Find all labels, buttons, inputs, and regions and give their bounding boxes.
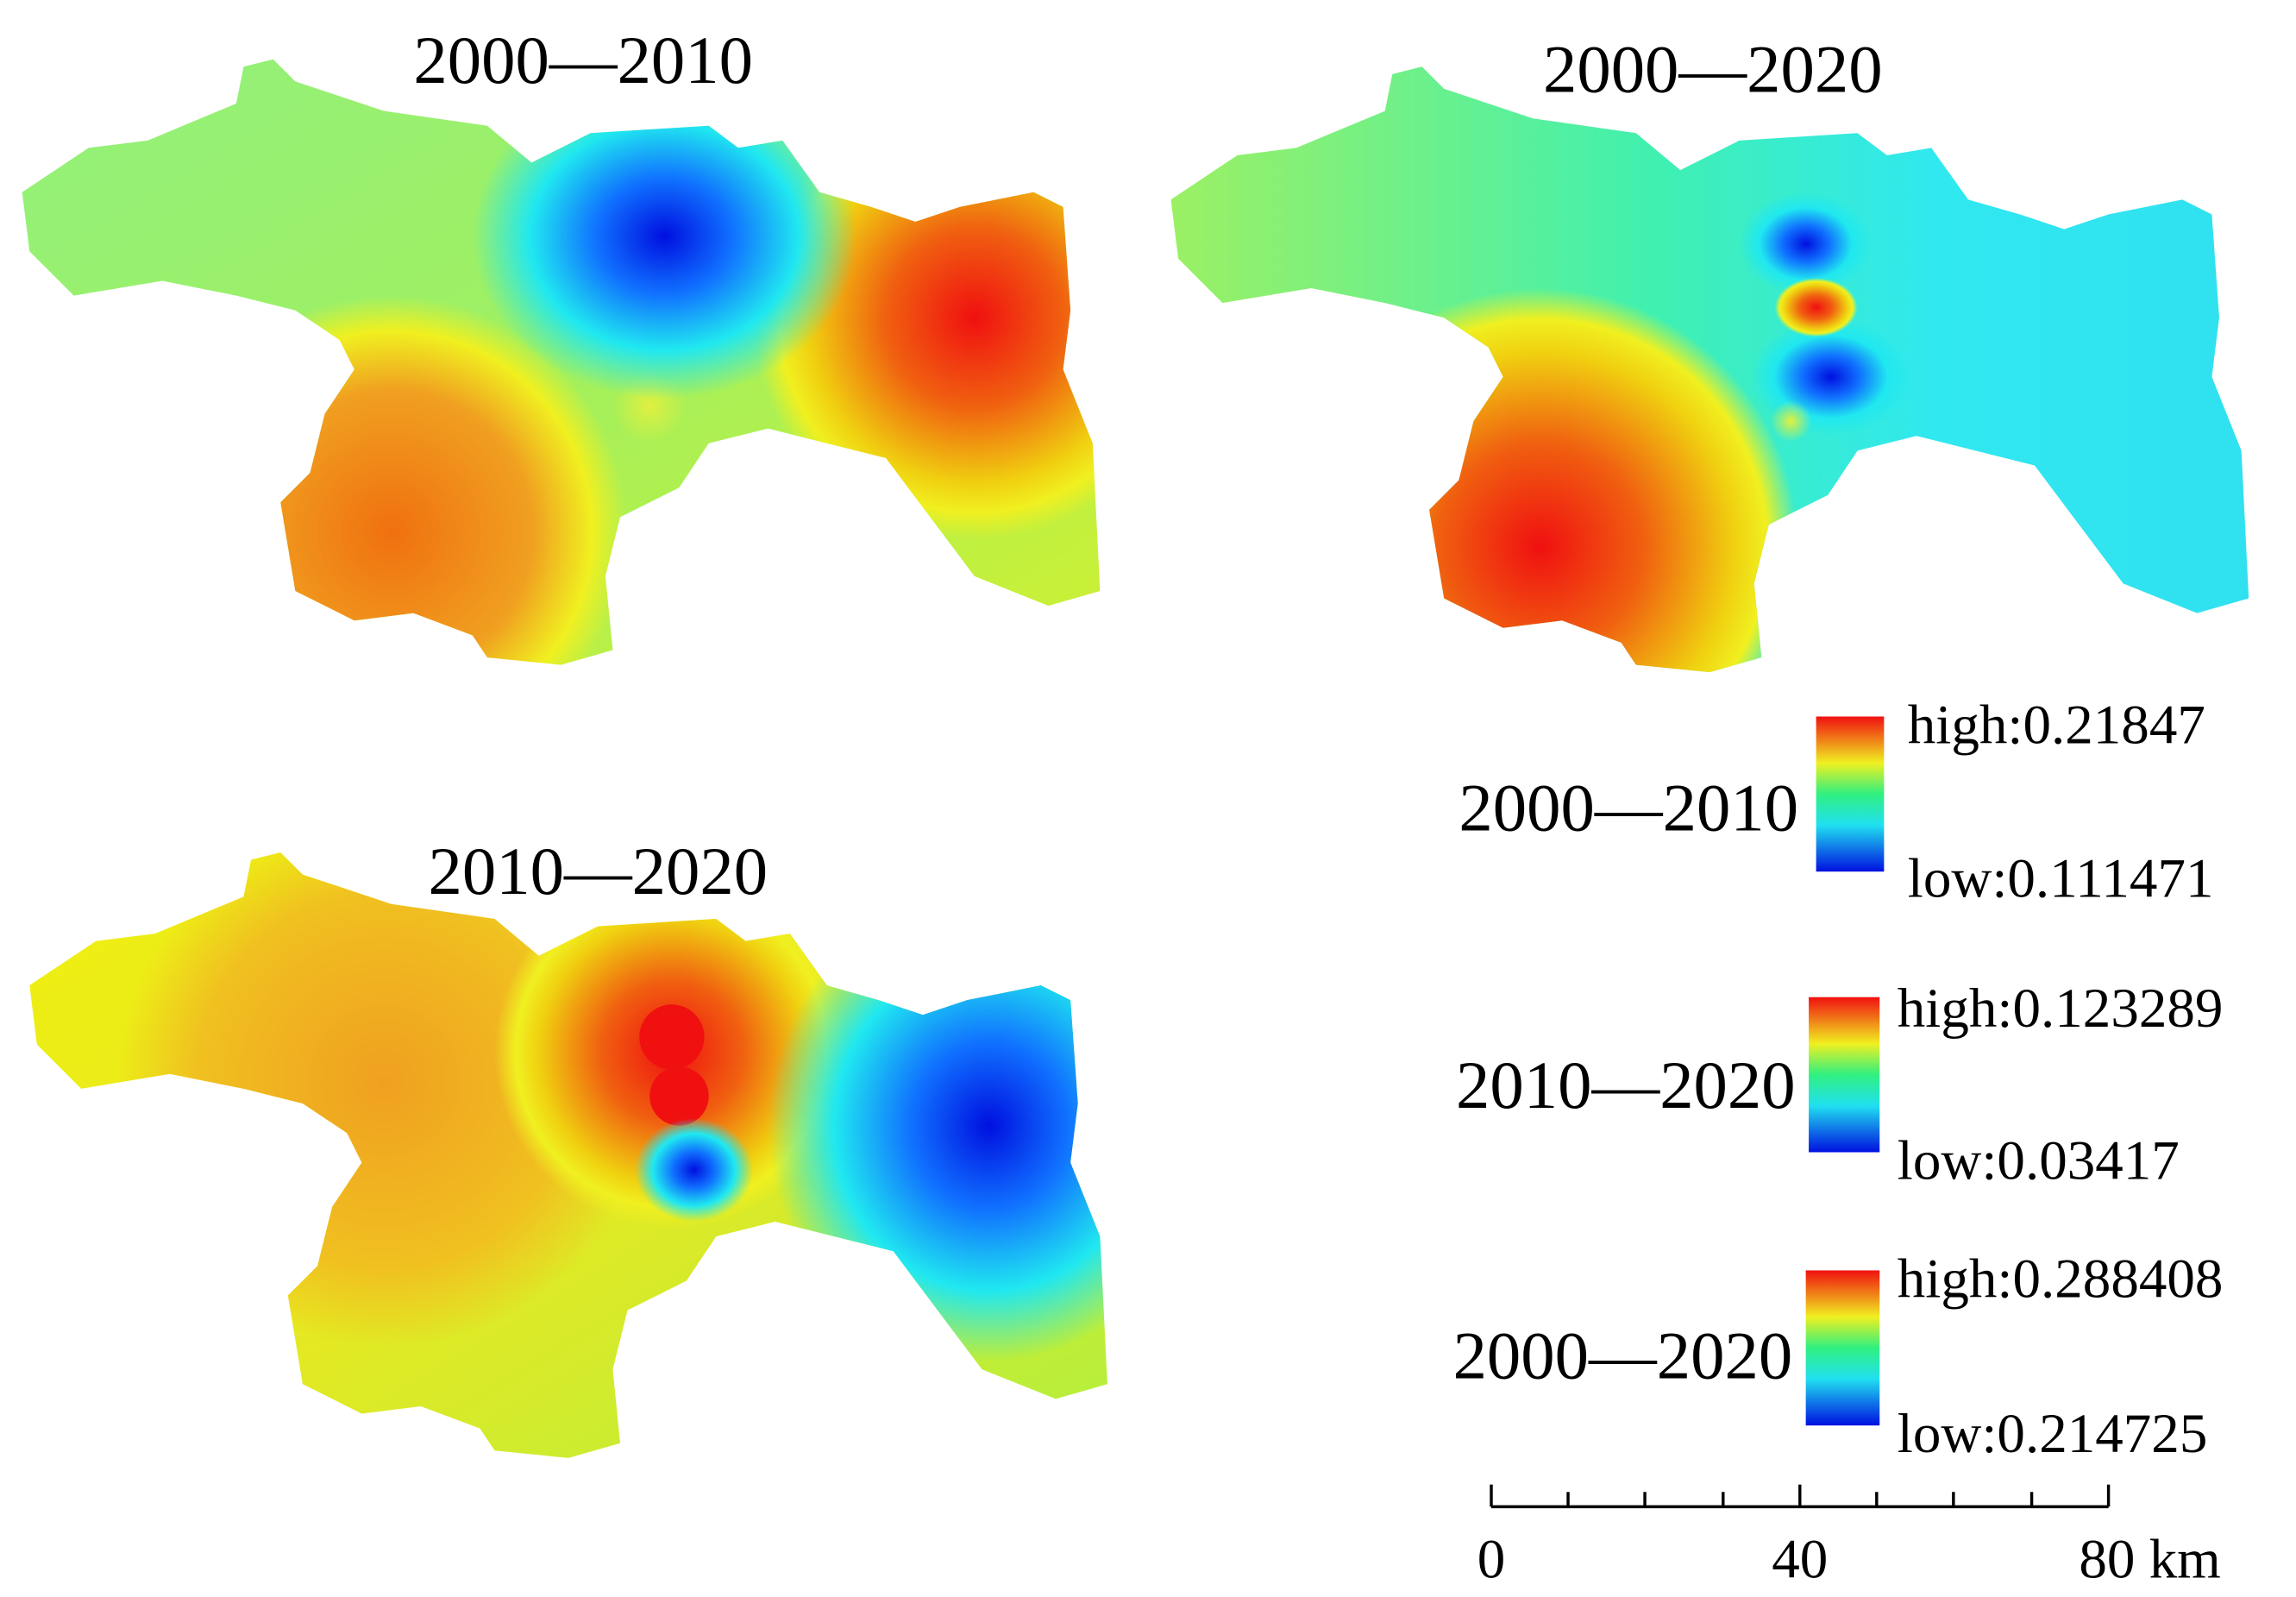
legend-label: 2000—2020 [1453, 1318, 1793, 1393]
legend-high: high:0.21847 [1908, 694, 2205, 756]
map-title: 2010—2020 [428, 834, 768, 909]
legend-low: low:0.03417 [1898, 1129, 2180, 1191]
scale-label: 40 [1772, 1529, 1828, 1591]
legend-low: low:0.214725 [1898, 1403, 2208, 1465]
legend-low: low:0.111471 [1908, 847, 2214, 909]
legend-label: 2000—2010 [1459, 770, 1798, 846]
map-2000-2020 [1170, 66, 2249, 673]
map-2000-2010 [22, 59, 1101, 665]
legend-label: 2010—2020 [1456, 1048, 1796, 1123]
color-bar [1816, 716, 1885, 872]
legend: 2000—2010 high:0.21847 low:0.111471 2010… [1453, 694, 2224, 1465]
map-title: 2000—2010 [413, 23, 753, 98]
scale-label: 0 [1477, 1529, 1506, 1591]
scale-bar [1490, 1484, 2111, 1509]
scale-label: 80 km [2079, 1529, 2220, 1591]
legend-high: high:0.288408 [1898, 1248, 2224, 1310]
legend-high: high:0.123289 [1898, 978, 2224, 1040]
color-bar [1809, 997, 1880, 1153]
map-title: 2000—2020 [1543, 32, 1883, 107]
color-bar [1805, 1270, 1880, 1426]
